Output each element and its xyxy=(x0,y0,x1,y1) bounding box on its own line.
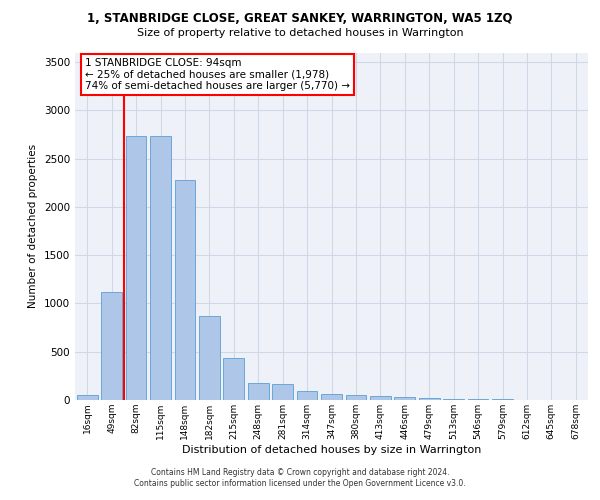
Bar xyxy=(150,136,171,400)
Bar xyxy=(199,316,220,400)
Y-axis label: Number of detached properties: Number of detached properties xyxy=(28,144,38,308)
Text: 1, STANBRIDGE CLOSE, GREAT SANKEY, WARRINGTON, WA5 1ZQ: 1, STANBRIDGE CLOSE, GREAT SANKEY, WARRI… xyxy=(87,12,513,26)
Bar xyxy=(321,394,342,400)
X-axis label: Distribution of detached houses by size in Warrington: Distribution of detached houses by size … xyxy=(182,444,481,454)
Bar xyxy=(248,383,269,400)
Bar xyxy=(419,398,440,400)
Bar xyxy=(175,180,196,400)
Text: 1 STANBRIDGE CLOSE: 94sqm
← 25% of detached houses are smaller (1,978)
74% of se: 1 STANBRIDGE CLOSE: 94sqm ← 25% of detac… xyxy=(85,58,350,91)
Bar xyxy=(394,397,415,400)
Bar xyxy=(443,398,464,400)
Bar xyxy=(467,399,488,400)
Bar xyxy=(77,395,98,400)
Bar xyxy=(125,136,146,400)
Bar xyxy=(492,399,513,400)
Text: Contains HM Land Registry data © Crown copyright and database right 2024.
Contai: Contains HM Land Registry data © Crown c… xyxy=(134,468,466,487)
Bar xyxy=(272,384,293,400)
Text: Size of property relative to detached houses in Warrington: Size of property relative to detached ho… xyxy=(137,28,463,38)
Bar xyxy=(101,292,122,400)
Bar xyxy=(223,358,244,400)
Bar xyxy=(346,395,367,400)
Bar xyxy=(296,392,317,400)
Bar xyxy=(370,396,391,400)
